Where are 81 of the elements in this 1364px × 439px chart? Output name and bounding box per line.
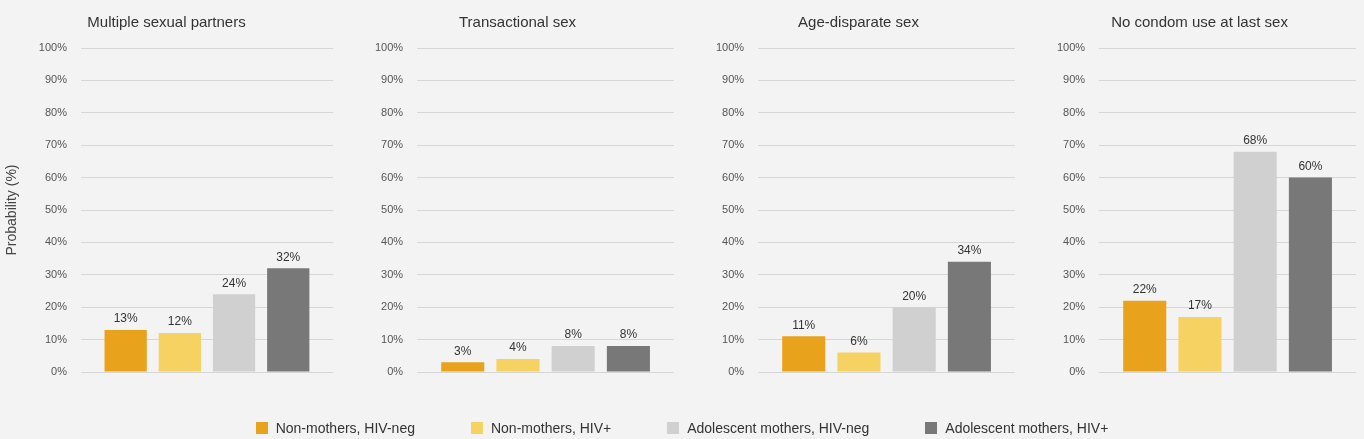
data-label: 24%: [222, 275, 247, 290]
y-tick-label: 10%: [722, 332, 745, 345]
y-tick-label: 80%: [722, 105, 745, 118]
data-label: 17%: [1187, 298, 1213, 313]
data-label: 6%: [850, 333, 868, 348]
y-tick-label: 30%: [1063, 267, 1086, 280]
y-tick-label: 20%: [381, 300, 404, 313]
y-tick-label: 20%: [44, 300, 68, 313]
y-tick-label: 70%: [1063, 138, 1086, 151]
bar: [158, 333, 202, 372]
bar: [1288, 177, 1332, 372]
y-tick-label: 50%: [381, 203, 404, 216]
y-tick-label: 90%: [1063, 73, 1086, 86]
data-label: 3%: [454, 343, 472, 358]
y-tick-label: 0%: [728, 365, 745, 378]
data-label: 60%: [1298, 158, 1323, 173]
y-tick-label: 40%: [1063, 235, 1086, 248]
y-tick-label: 90%: [722, 73, 745, 86]
bar: [947, 261, 991, 372]
y-tick-label: 100%: [38, 41, 68, 54]
y-tick-label: 80%: [44, 105, 68, 118]
chart-title: Transactional sex: [459, 13, 577, 31]
legend-label: Adolescent mothers, HIV-neg: [687, 420, 870, 436]
data-label: 34%: [957, 243, 982, 258]
bar: [441, 362, 485, 372]
bar: [496, 359, 540, 372]
y-tick-label: 30%: [722, 267, 745, 280]
y-tick-label: 20%: [1063, 300, 1086, 313]
y-tick-label: 10%: [44, 332, 68, 345]
y-tick-label: 80%: [381, 105, 404, 118]
data-label: 8%: [564, 327, 583, 342]
data-label: 13%: [113, 311, 139, 326]
bar: [782, 336, 826, 372]
y-tick-label: 30%: [381, 267, 404, 280]
y-tick-label: 70%: [722, 138, 745, 151]
y-tick-label: 40%: [44, 235, 68, 248]
y-tick-label: 30%: [44, 267, 68, 280]
y-tick-label: 20%: [722, 300, 745, 313]
y-tick-label: 90%: [381, 73, 404, 86]
y-tick-label: 50%: [1063, 203, 1086, 216]
y-tick-label: 50%: [44, 203, 68, 216]
y-tick-label: 70%: [44, 138, 68, 151]
bar: [1123, 300, 1167, 372]
y-tick-label: 100%: [1056, 41, 1086, 54]
bar: [267, 268, 310, 372]
chart-title: No condom use at last sex: [1111, 13, 1289, 31]
bar: [1178, 316, 1222, 372]
y-tick-label: 0%: [51, 365, 68, 378]
data-label: 32%: [276, 249, 301, 264]
y-tick-label: 50%: [722, 203, 745, 216]
legend-label: Non-mothers, HIV-neg: [275, 420, 415, 436]
y-tick-label: 100%: [374, 41, 404, 54]
y-tick-label: 90%: [44, 73, 68, 86]
bar: [837, 352, 881, 372]
legend-label: Non-mothers, HIV+: [490, 420, 612, 436]
data-label: 11%: [792, 317, 816, 332]
y-tick-label: 80%: [1063, 105, 1086, 118]
y-tick-label: 0%: [387, 365, 404, 378]
data-label: 8%: [619, 327, 638, 342]
data-label: 20%: [902, 288, 927, 303]
y-tick-label: 40%: [381, 235, 404, 248]
y-tick-label: 60%: [722, 170, 745, 183]
y-axis-title: Probability (%): [3, 164, 20, 256]
y-tick-label: 60%: [1063, 170, 1086, 183]
y-tick-label: 10%: [1063, 332, 1086, 345]
chart-title: Age-disparate sex: [798, 13, 920, 31]
data-label: 22%: [1132, 282, 1158, 297]
y-tick-label: 40%: [722, 235, 745, 248]
y-tick-label: 70%: [381, 138, 404, 151]
legend-label: Adolescent mothers, HIV+: [945, 420, 1109, 436]
y-tick-label: 60%: [381, 170, 404, 183]
y-tick-label: 100%: [715, 41, 745, 54]
y-tick-label: 60%: [44, 170, 68, 183]
data-label: 12%: [167, 314, 193, 329]
y-tick-label: 10%: [381, 332, 404, 345]
data-label: 4%: [509, 340, 527, 355]
data-label: 68%: [1243, 132, 1268, 147]
bar: [104, 329, 147, 372]
chart-title: Multiple sexual partners: [87, 13, 246, 31]
y-tick-label: 0%: [1069, 365, 1086, 378]
bar: [606, 346, 650, 372]
